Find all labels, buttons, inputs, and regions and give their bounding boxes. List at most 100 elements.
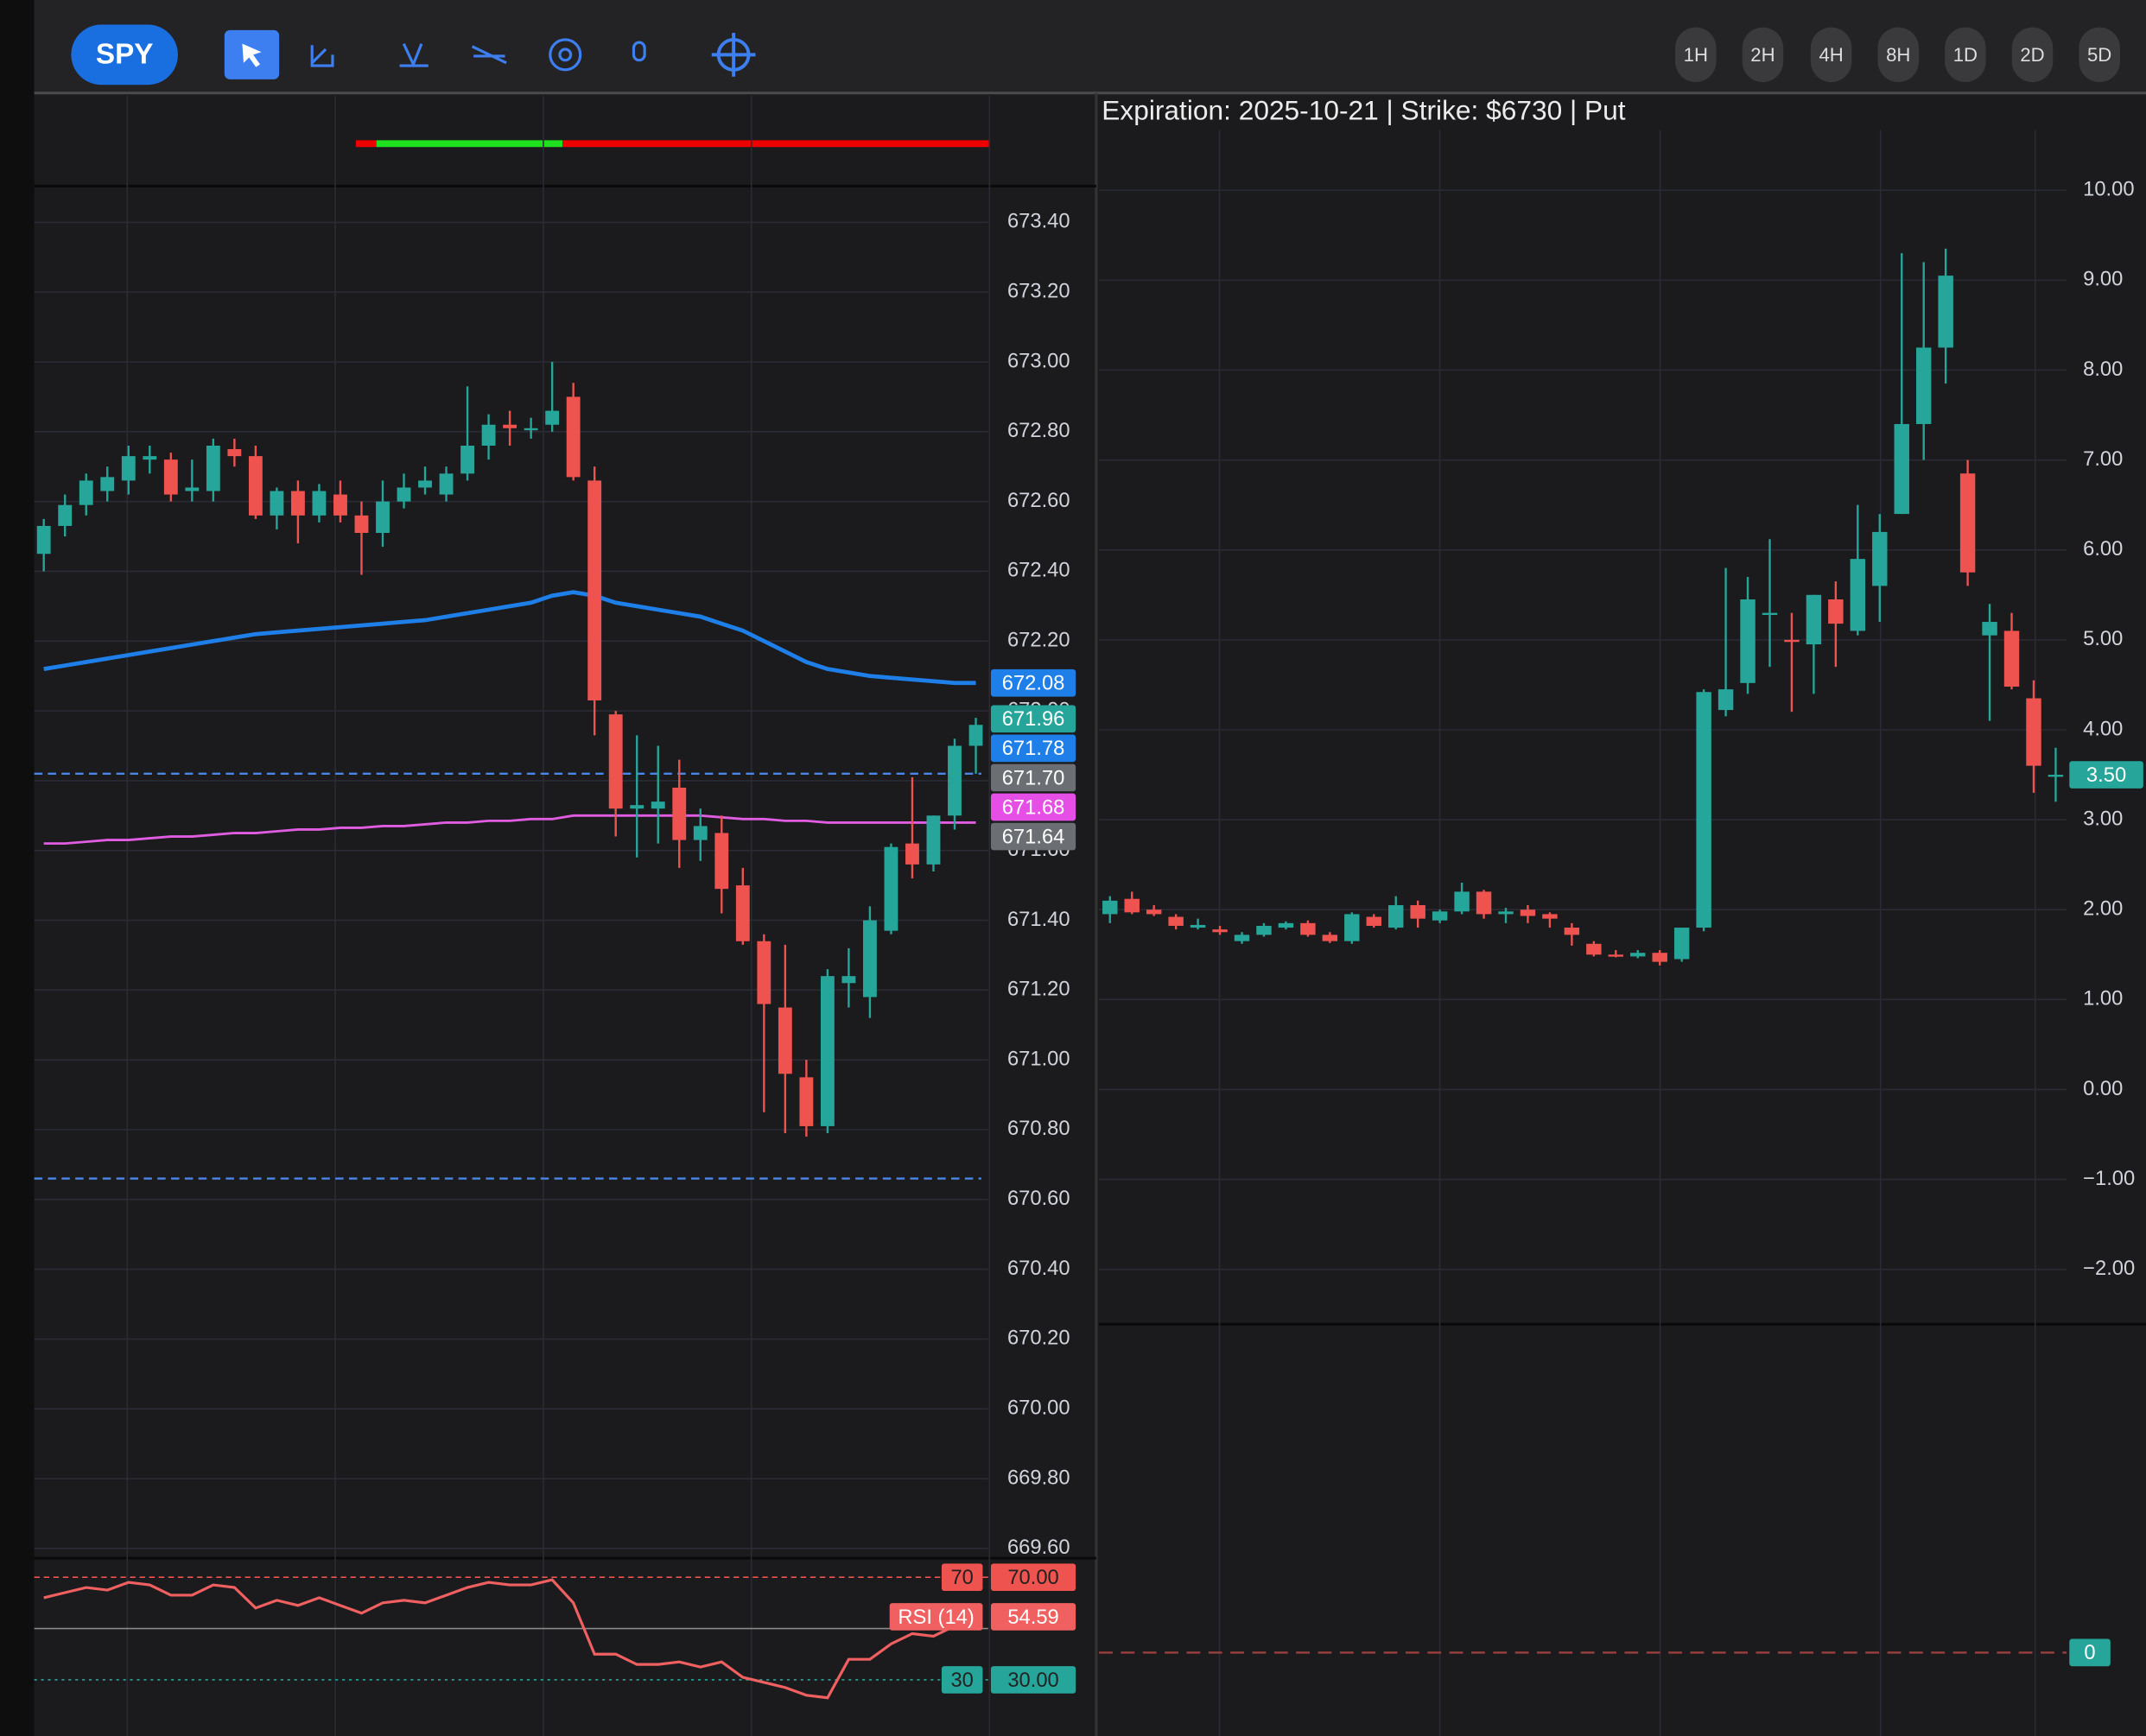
candle-body bbox=[524, 428, 538, 431]
y-tick-label: 671.40 bbox=[1007, 908, 1070, 931]
y-tick-label: 670.60 bbox=[1007, 1187, 1070, 1210]
price-tag bbox=[990, 668, 1076, 697]
candle-body bbox=[503, 424, 517, 428]
y-tick-label: 670.40 bbox=[1007, 1257, 1070, 1280]
candle-body bbox=[926, 815, 941, 865]
rsi-axis-label: 30.00 bbox=[1007, 1669, 1058, 1692]
candle-body bbox=[79, 480, 93, 505]
candle-body bbox=[1454, 891, 1470, 912]
timeframe-label[interactable]: 4H bbox=[1819, 44, 1843, 66]
candle-body bbox=[270, 491, 284, 516]
candle-body bbox=[672, 787, 687, 840]
y-tick-label: 670.00 bbox=[1007, 1396, 1070, 1419]
timeframe-label[interactable]: 1D bbox=[1953, 44, 1978, 66]
timeframe-button[interactable] bbox=[2079, 27, 2120, 83]
candle-body bbox=[968, 725, 983, 746]
candle-body bbox=[481, 424, 496, 447]
candle-body bbox=[163, 459, 178, 495]
candle-body bbox=[1300, 922, 1316, 935]
candle-body bbox=[693, 826, 708, 840]
symbol-button[interactable] bbox=[71, 24, 178, 86]
volume-tag bbox=[2069, 1638, 2111, 1667]
candle-body bbox=[1740, 599, 1756, 683]
price-tag-label: 3.50 bbox=[2086, 763, 2126, 787]
candle-body bbox=[143, 456, 157, 460]
price-tag bbox=[990, 734, 1076, 763]
candle-body bbox=[248, 456, 263, 516]
candle-body bbox=[418, 480, 432, 488]
scan-icon bbox=[558, 48, 573, 62]
price-tag bbox=[990, 705, 1076, 733]
y-tick-label: −1.00 bbox=[2083, 1167, 2135, 1190]
timeframe-label[interactable]: 2D bbox=[2020, 44, 2044, 66]
option-title: Expiration: 2025-10-21 | Strike: $6730 |… bbox=[1102, 94, 1626, 125]
candle-body bbox=[206, 446, 220, 491]
candle-body bbox=[1806, 594, 1822, 645]
y-tick-label: −2.00 bbox=[2083, 1257, 2135, 1280]
y-tick-label: 669.60 bbox=[1007, 1536, 1070, 1559]
candle-body bbox=[36, 525, 51, 554]
candle-body bbox=[376, 501, 390, 534]
timeframe-button[interactable] bbox=[1675, 27, 1717, 83]
candle-body bbox=[1828, 599, 1844, 624]
price-tag-label: 671.96 bbox=[1002, 707, 1065, 731]
candle-body bbox=[1190, 924, 1206, 928]
candle-body bbox=[1102, 900, 1118, 915]
candle-body bbox=[460, 446, 474, 474]
moving-average bbox=[43, 590, 976, 686]
y-tick-label: 1.00 bbox=[2083, 987, 2123, 1011]
candle-body bbox=[397, 487, 411, 502]
candle-body bbox=[651, 801, 665, 809]
candle-body bbox=[1344, 914, 1360, 941]
timeframe-button[interactable] bbox=[1945, 27, 1986, 83]
timeframe-button[interactable] bbox=[1742, 27, 1784, 83]
line-tool[interactable] bbox=[471, 45, 507, 65]
y-tick-label: 673.00 bbox=[1007, 349, 1070, 372]
rsi-value-tag bbox=[990, 1603, 1076, 1631]
timeframe-button[interactable] bbox=[1877, 27, 1920, 83]
candle-body bbox=[1476, 891, 1492, 915]
candle-body bbox=[1388, 905, 1404, 928]
y-tick-label: 670.20 bbox=[1007, 1327, 1070, 1350]
candle-body bbox=[1564, 928, 1580, 935]
timeframe-label[interactable]: 2H bbox=[1750, 44, 1775, 66]
moving-average bbox=[43, 814, 976, 846]
rsi-level-value: 70 bbox=[950, 1566, 973, 1589]
candle-body bbox=[1872, 531, 1888, 586]
timeframe-button[interactable] bbox=[2011, 27, 2054, 83]
timeframe-label[interactable]: 1H bbox=[1684, 44, 1708, 66]
candle-body bbox=[1982, 622, 1997, 636]
candle-body bbox=[121, 456, 136, 481]
timeframe-label[interactable]: 5D bbox=[2087, 44, 2111, 66]
rsi-level-value: 30 bbox=[950, 1669, 973, 1692]
rsi-axis-tag bbox=[990, 1666, 1076, 1694]
y-tick-label: 8.00 bbox=[2083, 358, 2123, 381]
symbol[interactable]: SPY bbox=[96, 39, 154, 71]
price-tag bbox=[2069, 761, 2143, 789]
price-tag-label: 671.64 bbox=[1002, 825, 1065, 848]
candle-body bbox=[905, 843, 919, 865]
candle-body bbox=[1894, 423, 1909, 515]
candle-body bbox=[948, 745, 962, 816]
price-tag-label: 672.08 bbox=[1002, 672, 1065, 695]
candle-body bbox=[1630, 953, 1646, 957]
y-tick-label: 672.80 bbox=[1007, 419, 1070, 442]
fib-tool[interactable] bbox=[399, 43, 429, 68]
y-tick-label: 669.80 bbox=[1007, 1466, 1070, 1489]
draw-tool[interactable] bbox=[310, 45, 334, 67]
price-tag bbox=[990, 763, 1076, 792]
scan-tool[interactable] bbox=[549, 38, 582, 72]
price-tag bbox=[990, 793, 1076, 821]
timeframe-label[interactable]: 8H bbox=[1886, 44, 1910, 66]
candle-body bbox=[1762, 612, 1778, 615]
mic-tool[interactable] bbox=[632, 41, 646, 62]
volume-tick-label: 0 bbox=[2084, 1641, 2095, 1664]
timeframe-button[interactable] bbox=[1810, 27, 1852, 83]
y-tick-label: 10.00 bbox=[2083, 178, 2134, 201]
y-tick-label: 670.80 bbox=[1007, 1117, 1070, 1140]
y-tick-label: 3.00 bbox=[2083, 807, 2123, 830]
rsi-name-tag bbox=[889, 1603, 983, 1631]
rsi-line bbox=[43, 1578, 977, 1700]
